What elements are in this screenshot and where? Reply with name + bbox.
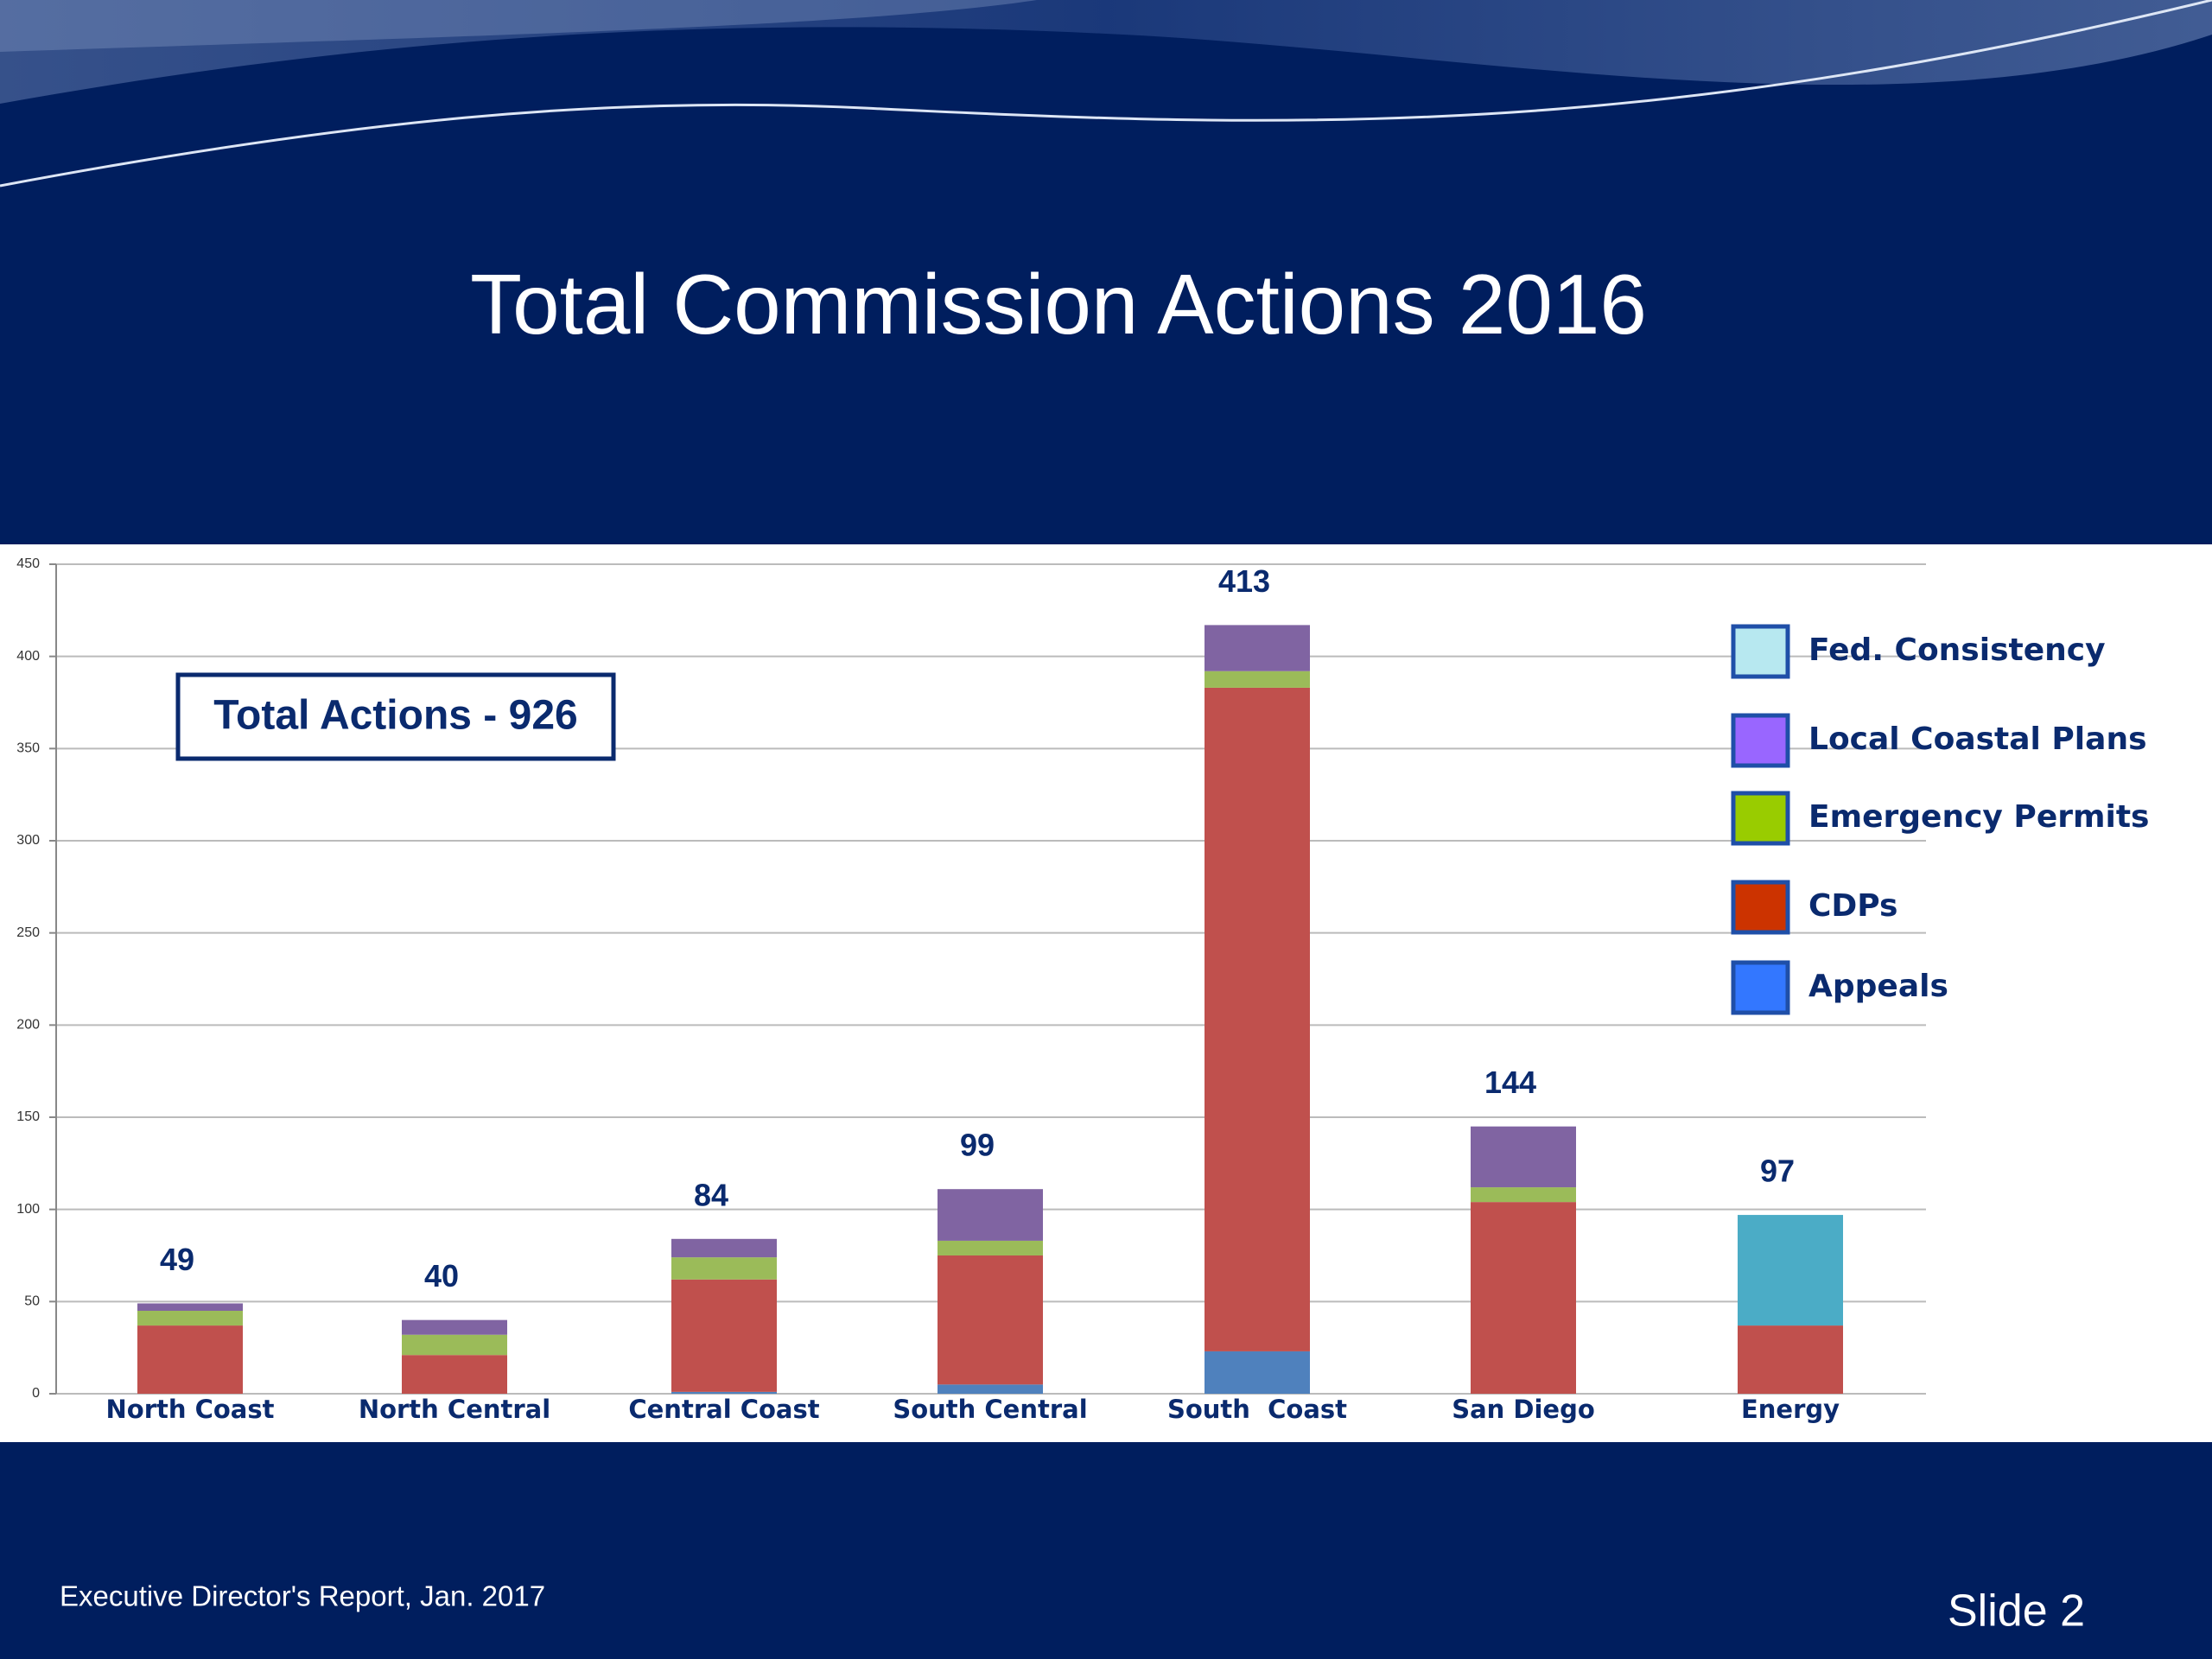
bar-segment	[1471, 1126, 1576, 1188]
y-tick-label: 0	[32, 1386, 40, 1401]
total-label: 144	[1484, 1065, 1536, 1100]
y-tick-label: 250	[16, 925, 40, 940]
bar-segment	[1471, 1202, 1576, 1394]
x-tick-label: Energy	[1741, 1395, 1840, 1424]
legend-label: Fed. Consistency	[1808, 632, 2106, 668]
legend-label: CDPs	[1808, 888, 1897, 924]
x-tick-label: North Coast	[106, 1395, 275, 1424]
bar-segment	[402, 1334, 507, 1356]
bar-segment	[1205, 687, 1310, 1351]
y-tick-label: 450	[16, 556, 40, 571]
legend-label: Appeals	[1808, 969, 1948, 1004]
bar-segment	[1471, 1187, 1576, 1203]
legend-swatch	[1731, 713, 1790, 768]
footer-left: Executive Director's Report, Jan. 2017	[60, 1580, 545, 1612]
total-label: 99	[960, 1128, 995, 1163]
bar-segment	[671, 1391, 777, 1394]
x-tick-label: South Central	[893, 1395, 1087, 1424]
x-tick-label: Central Coast	[628, 1395, 819, 1424]
total-label: 40	[424, 1258, 459, 1294]
bar-segment	[938, 1255, 1043, 1385]
bar-segment	[671, 1257, 777, 1280]
bar-segment	[938, 1384, 1043, 1394]
bar-segment	[671, 1279, 777, 1392]
total-label: 49	[160, 1242, 194, 1277]
y-tick-label: 200	[16, 1018, 40, 1033]
total-label: 413	[1218, 563, 1270, 599]
y-tick-label: 400	[16, 649, 40, 664]
total-label: 97	[1760, 1154, 1795, 1189]
bar-segment	[1205, 625, 1310, 671]
header-wave	[0, 0, 2212, 104]
x-tick-label: San Diego	[1452, 1395, 1595, 1424]
header-wave	[0, 0, 1037, 52]
slide-number: Slide 2	[1948, 1586, 2085, 1637]
y-tick-label: 50	[24, 1294, 40, 1309]
bar-segment	[671, 1238, 777, 1258]
legend-swatch	[1731, 960, 1790, 1015]
annotation-box	[175, 672, 616, 761]
bar-segment	[1205, 1351, 1310, 1394]
bar-segment	[402, 1319, 507, 1335]
bar-segment	[137, 1311, 243, 1326]
bar-segment	[137, 1303, 243, 1311]
slide-title: Total Commission Actions 2016	[470, 257, 1647, 352]
bar-segment	[1738, 1215, 1843, 1326]
x-tick-label: North Central	[359, 1395, 550, 1424]
y-tick-label: 300	[16, 833, 40, 848]
bar-segment	[1205, 671, 1310, 688]
bar-segment	[137, 1325, 243, 1394]
bar-segment	[402, 1355, 507, 1394]
legend-swatch	[1731, 791, 1790, 846]
bar-segment	[1738, 1325, 1843, 1394]
legend-label: Emergency Permits	[1808, 799, 2149, 835]
annotation: Total Actions - 926	[213, 693, 577, 739]
y-tick-label: 100	[16, 1202, 40, 1217]
x-tick-label: South Coast	[1167, 1395, 1347, 1424]
bar-segment	[938, 1240, 1043, 1255]
legend-label: Local Coastal Plans	[1808, 721, 2147, 757]
y-tick-label: 350	[16, 741, 40, 756]
legend-swatch	[1731, 880, 1790, 935]
legend-swatch	[1731, 624, 1790, 679]
bar-segment	[938, 1189, 1043, 1241]
total-label: 84	[694, 1177, 728, 1212]
chart: 0 50 100 150 200 250 300 350 400 450 49 North Coast…	[16, 556, 2149, 1424]
y-tick-label: 150	[16, 1109, 40, 1124]
header-line	[0, 0, 2212, 188]
